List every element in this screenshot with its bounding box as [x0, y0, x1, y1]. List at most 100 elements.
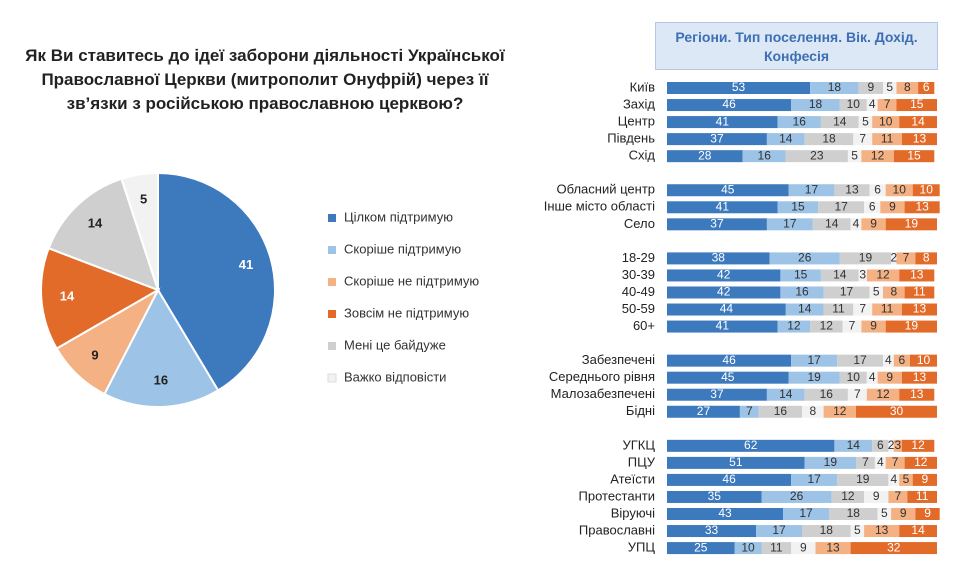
bar-segment	[904, 286, 935, 299]
legend-label: Цілком підтримую	[344, 209, 453, 224]
pie-slice	[120, 171, 159, 291]
data-label: 3	[859, 268, 866, 282]
data-label: 3	[895, 438, 902, 452]
data-label: 8	[809, 404, 816, 418]
bar-segment	[667, 218, 767, 231]
bar-segment	[667, 508, 784, 520]
bar-segment	[893, 439, 902, 452]
data-label: 17	[853, 353, 867, 367]
data-label: 8	[904, 80, 911, 94]
data-label: 10	[741, 540, 755, 554]
bar-segment	[742, 150, 786, 163]
bar-segment	[785, 303, 824, 316]
bar-segment	[904, 201, 940, 214]
bar-segment	[883, 82, 897, 94]
bar-segment	[874, 456, 886, 469]
bar-segment	[864, 525, 900, 538]
data-label: 4	[853, 216, 860, 230]
bar-segment	[804, 456, 856, 469]
data-label: 28	[698, 148, 712, 162]
data-label: 17	[783, 216, 797, 230]
legend-swatch	[328, 278, 336, 286]
data-label: 11	[770, 540, 783, 554]
data-label: 8	[890, 285, 897, 299]
bar-segment	[915, 508, 940, 520]
data-label: 10	[917, 353, 931, 367]
data-label: 18	[828, 80, 842, 94]
bar-segment	[667, 133, 767, 146]
bar-segment	[791, 99, 840, 112]
data-label: 41	[716, 114, 730, 128]
bar-segment	[815, 542, 851, 555]
data-label: 5	[140, 191, 147, 206]
data-label: 32	[887, 540, 901, 554]
data-label: 12	[841, 489, 855, 503]
bar-segment	[853, 133, 873, 146]
data-label: 14	[833, 268, 847, 282]
data-label: 10	[920, 182, 934, 196]
bar-segment	[667, 388, 767, 401]
bar-segment	[872, 303, 902, 316]
bar-segment	[866, 269, 900, 282]
pie-slice	[40, 246, 161, 350]
y-tick-label: Інше місто області	[544, 199, 655, 214]
data-label: 7	[895, 489, 902, 503]
data-label: 11	[913, 285, 926, 299]
data-label: 4	[877, 455, 884, 469]
bar-segment	[667, 525, 757, 538]
data-label: 8	[923, 251, 930, 265]
data-label: 9	[922, 472, 929, 486]
bar-segment	[910, 354, 937, 367]
bar-segment	[834, 439, 873, 452]
data-label: 41	[716, 319, 730, 333]
data-label: 13	[875, 523, 889, 537]
bar-segment	[777, 201, 819, 214]
data-label: 13	[913, 370, 927, 384]
data-label: 11	[832, 302, 845, 316]
bar-segment	[872, 133, 902, 146]
legend-swatch	[328, 214, 336, 222]
bar-segment	[780, 286, 824, 299]
bar-segment	[667, 184, 789, 197]
bar-segment	[783, 508, 829, 520]
legend-swatch	[328, 342, 336, 350]
data-label: 2	[890, 251, 897, 265]
bar-segment	[899, 269, 935, 282]
data-label: 43	[718, 506, 732, 520]
data-label: 23	[810, 148, 824, 162]
y-tick-label: 18-29	[622, 250, 655, 265]
bar-segment	[877, 508, 892, 520]
y-tick-label: Середнього рівня	[549, 369, 655, 384]
data-label: 53	[732, 80, 746, 94]
data-label: 14	[911, 114, 925, 128]
y-tick-label: 60+	[633, 318, 655, 333]
bar-segment	[839, 252, 892, 265]
data-label: 30	[890, 404, 904, 418]
bar-segment	[802, 405, 824, 418]
bar-segment	[861, 218, 886, 231]
y-tick-label: УГКЦ	[623, 437, 656, 452]
bar-segment	[761, 542, 792, 555]
bar-segment	[823, 286, 870, 299]
data-label: 4	[869, 370, 876, 384]
y-tick-label: УПЦ	[628, 540, 656, 555]
data-label: 5	[854, 523, 861, 537]
bar-segment	[856, 456, 875, 469]
bar-segment	[901, 133, 937, 146]
data-label: 14	[825, 216, 839, 230]
data-label: 9	[924, 506, 931, 520]
data-label: 35	[708, 489, 722, 503]
data-label: 45	[721, 182, 735, 196]
data-label: 16	[774, 404, 788, 418]
legend-swatch	[328, 310, 336, 318]
data-label: 46	[722, 353, 736, 367]
y-tick-label: Православні	[579, 522, 655, 537]
bar-segment	[885, 320, 937, 333]
data-label: 5	[873, 285, 880, 299]
bar-segment	[818, 201, 865, 214]
data-label: 12	[914, 455, 928, 469]
data-label: 19	[905, 216, 919, 230]
data-label: 6	[874, 182, 881, 196]
pie-slice	[47, 177, 160, 292]
bar-segment	[877, 371, 902, 384]
